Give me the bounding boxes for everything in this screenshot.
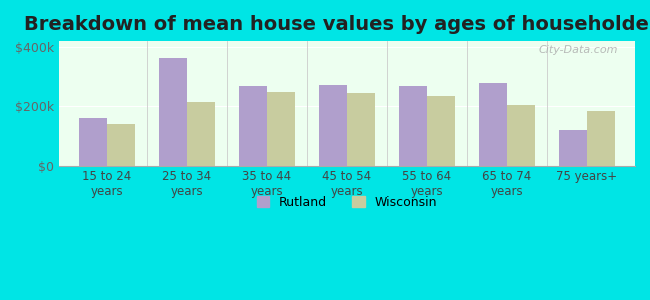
Bar bbox=[159, 58, 187, 166]
Bar bbox=[507, 105, 535, 166]
Bar bbox=[267, 92, 295, 166]
Bar bbox=[79, 118, 107, 166]
Bar bbox=[187, 102, 215, 166]
Title: Breakdown of mean house values by ages of householders: Breakdown of mean house values by ages o… bbox=[24, 15, 650, 34]
Legend: Rutland, Wisconsin: Rutland, Wisconsin bbox=[252, 191, 442, 214]
Bar bbox=[559, 130, 587, 166]
Bar bbox=[239, 85, 267, 166]
Text: City-Data.com: City-Data.com bbox=[538, 45, 617, 55]
Bar bbox=[347, 93, 375, 166]
Bar bbox=[107, 124, 135, 166]
Bar bbox=[399, 86, 427, 166]
Bar bbox=[319, 85, 347, 166]
Bar bbox=[587, 111, 615, 166]
Bar bbox=[479, 83, 507, 166]
Bar bbox=[427, 96, 455, 166]
